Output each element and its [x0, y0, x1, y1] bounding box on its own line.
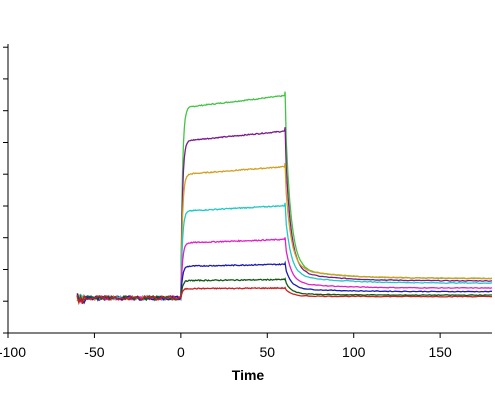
x-tick-label: 150 — [428, 344, 452, 360]
axes — [7, 44, 492, 334]
series-line-8 — [76, 286, 493, 306]
series-line-7 — [76, 277, 493, 305]
series-line-3 — [76, 162, 493, 304]
x-tick-label: -50 — [84, 344, 104, 360]
series-line-2 — [76, 127, 493, 303]
x-tick-label: 50 — [259, 344, 275, 360]
series-layer — [76, 91, 493, 306]
x-axis-title: Time — [232, 367, 265, 383]
x-tick-label: 100 — [342, 344, 366, 360]
y-ticks — [3, 46, 8, 334]
series-line-1 — [76, 91, 493, 304]
x-tick-label: -100 — [0, 344, 26, 360]
series-line-4 — [76, 202, 493, 302]
x-tick-label: 0 — [177, 344, 185, 360]
series-line-6 — [76, 260, 493, 305]
x-ticks: -100 -50 0 50 100 150 — [0, 333, 452, 360]
